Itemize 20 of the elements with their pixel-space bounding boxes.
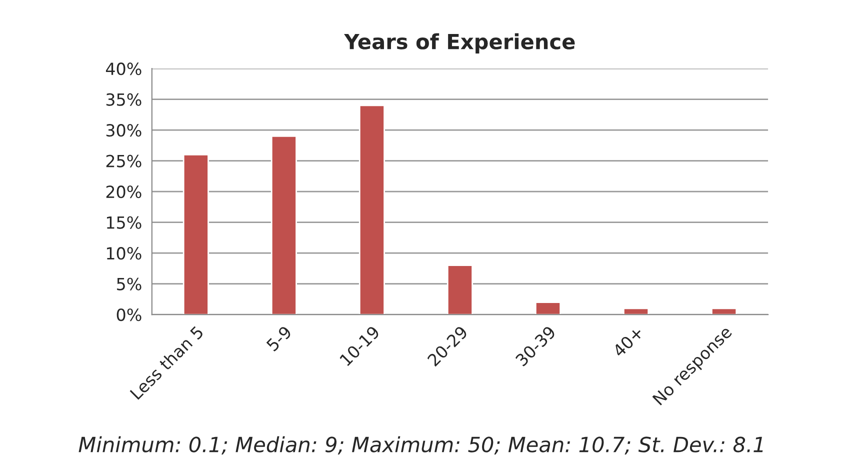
y-tick-label: 15% — [106, 216, 142, 229]
y-tick-label: 10% — [106, 247, 142, 260]
x-tick-label: 5-9 — [266, 325, 292, 352]
bar — [446, 264, 473, 315]
x-tick-label: 40+ — [612, 326, 644, 358]
y-tick-label: 40% — [106, 62, 142, 76]
y-tick-label: 0% — [116, 308, 142, 322]
y-tick-label: 20% — [106, 186, 142, 198]
y-tick-label: 35% — [106, 93, 142, 106]
bar — [270, 136, 297, 315]
text: Minimum: 0.1; Median: 9; Maximum: 50; Mean: 10.7; St. Dev.: 8.1 — [78, 436, 763, 455]
bar — [622, 308, 650, 315]
chart-title: Years of Experience — [344, 33, 575, 54]
y-tick-label: 25% — [106, 154, 142, 168]
bar — [358, 104, 385, 315]
bar — [711, 308, 738, 315]
bar — [534, 302, 562, 315]
bar — [182, 154, 209, 315]
y-tick-label: 30% — [106, 124, 142, 137]
y-tick-label: 5% — [117, 278, 142, 290]
